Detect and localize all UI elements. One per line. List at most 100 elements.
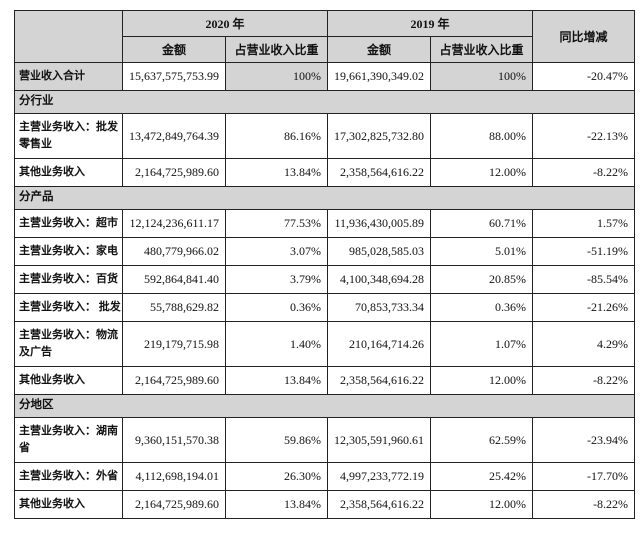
table-row: 其他业务收入 2,164,725,989.60 13.84% 2,358,564,61… xyxy=(14,366,636,395)
yoy-cell: -51.19% xyxy=(532,237,636,266)
col-header-ratio-2019: 占营业收入比重 xyxy=(430,36,534,63)
ratio-2019-cell: 12.00% xyxy=(430,158,534,187)
table-row: 主营业务收入：外省 4,112,698,194.01 26.30% 4,997,233… xyxy=(14,462,636,491)
table-row: 主营业务收入：物流及广告 219,179,715.98 1.40% 210,164,7… xyxy=(14,321,636,367)
row-label-cell: 营业收入合计 xyxy=(14,62,123,91)
amount-2019-cell: 12,305,591,960.61 xyxy=(327,417,432,463)
amount-2019-cell: 17,302,825,732.80 xyxy=(327,113,432,159)
section-label: 分行业 xyxy=(13,90,636,114)
ratio-2020-cell: 77.53% xyxy=(224,209,329,238)
yoy-cell: -21.26% xyxy=(532,293,636,322)
amount-2020-cell: 2,164,725,989.60 xyxy=(122,366,226,395)
ratio-2020-cell: 3.79% xyxy=(224,265,329,294)
amount-2020-cell: 15,637,575,753.99 xyxy=(122,62,226,91)
row-label-cell: 主营业务收入： 批发 xyxy=(14,293,123,322)
yoy-cell: -8.22% xyxy=(532,158,636,187)
col-header-yoy: 同比增减 xyxy=(532,10,636,63)
amount-2019-cell: 11,936,430,005.89 xyxy=(327,209,432,238)
amount-2020-cell: 4,112,698,194.01 xyxy=(122,462,226,491)
yoy-cell: -8.22% xyxy=(532,366,636,395)
row-label-cell: 主营业务收入：物流及广告 xyxy=(14,321,123,367)
table-row: 营业收入合计 15,637,575,753.99 100% 19,661,390,34… xyxy=(14,62,636,91)
ratio-2020-cell: 26.30% xyxy=(224,462,329,491)
ratio-2020-cell: 3.07% xyxy=(224,237,329,266)
table-row: 其他业务收入 2,164,725,989.60 13.84% 2,358,564,61… xyxy=(14,490,636,519)
yoy-cell: -22.13% xyxy=(532,113,636,159)
revenue-breakdown-table: 2020 年 2019 年 同比增减 金额 占营业收入比重 金额 占营业收入比重… xyxy=(13,10,636,519)
section-row: 分地区 xyxy=(13,394,636,418)
amount-2020-cell: 12,124,236,611.17 xyxy=(122,209,226,238)
col-header-2020: 2020 年 xyxy=(121,10,329,37)
section-label: 分地区 xyxy=(13,394,636,418)
ratio-2019-cell: 60.71% xyxy=(430,209,534,238)
table-row: 主营业务收入：超市 12,124,236,611.17 77.53% 11,936,4… xyxy=(14,209,636,238)
amount-2020-cell: 2,164,725,989.60 xyxy=(122,490,226,519)
ratio-2019-cell: 25.42% xyxy=(430,462,534,491)
report-page: 2020 年 2019 年 同比增减 金额 占营业收入比重 金额 占营业收入比重… xyxy=(13,10,636,519)
row-label-cell: 主营业务收入：湖南省 xyxy=(14,417,123,463)
ratio-2020-cell: 1.40% xyxy=(224,321,329,367)
row-label-cell: 其他业务收入 xyxy=(14,158,123,187)
amount-2020-cell: 9,360,151,570.38 xyxy=(122,417,226,463)
amount-2019-cell: 2,358,564,616.22 xyxy=(327,490,432,519)
amount-2019-cell: 4,100,348,694.28 xyxy=(327,265,432,294)
amount-2020-cell: 2,164,725,989.60 xyxy=(122,158,226,187)
amount-2020-cell: 55,788,629.82 xyxy=(122,293,226,322)
ratio-2020-cell: 13.84% xyxy=(224,366,329,395)
table-header: 2020 年 2019 年 同比增减 金额 占营业收入比重 金额 占营业收入比重 xyxy=(14,10,636,63)
amount-2019-cell: 2,358,564,616.22 xyxy=(327,158,432,187)
table-row: 主营业务收入：家电 480,779,966.02 3.07% 985,028,585.… xyxy=(14,237,636,266)
amount-2020-cell: 592,864,841.40 xyxy=(122,265,226,294)
ratio-2020-cell: 13.84% xyxy=(224,490,329,519)
amount-2019-cell: 2,358,564,616.22 xyxy=(327,366,432,395)
amount-2019-cell: 210,164,714.26 xyxy=(327,321,432,367)
amount-2019-cell: 70,853,733.34 xyxy=(327,293,432,322)
yoy-cell: -23.94% xyxy=(532,417,636,463)
ratio-2020-cell: 13.84% xyxy=(224,158,329,187)
yoy-cell: -20.47% xyxy=(532,62,636,91)
ratio-2019-cell: 5.01% xyxy=(430,237,534,266)
ratio-2019-cell: 100% xyxy=(430,62,534,91)
ratio-2019-cell: 12.00% xyxy=(430,490,534,519)
ratio-2019-cell: 1.07% xyxy=(430,321,534,367)
amount-2019-cell: 19,661,390,349.02 xyxy=(327,62,432,91)
table-row: 主营业务收入： 批发 55,788,629.82 0.36% 70,853,733.3… xyxy=(14,293,636,322)
ratio-2020-cell: 86.16% xyxy=(224,113,329,159)
row-label-cell: 主营业务收入：超市 xyxy=(14,209,123,238)
col-header-2019: 2019 年 xyxy=(327,10,534,37)
table-row: 其他业务收入 2,164,725,989.60 13.84% 2,358,564,61… xyxy=(14,158,636,187)
row-label-cell: 主营业务收入：批发零售业 xyxy=(14,113,123,159)
yoy-cell: -8.22% xyxy=(532,490,636,519)
ratio-2019-cell: 12.00% xyxy=(430,366,534,395)
ratio-2020-cell: 59.86% xyxy=(224,417,329,463)
table-row: 主营业务收入：批发零售业 13,472,849,764.39 86.16% 17,30… xyxy=(14,113,636,159)
row-label-cell: 主营业务收入：外省 xyxy=(14,462,123,491)
section-label: 分产品 xyxy=(13,186,636,210)
row-label-cell: 其他业务收入 xyxy=(14,490,123,519)
yoy-cell: 4.29% xyxy=(532,321,636,367)
row-label-cell: 主营业务收入：百货 xyxy=(14,265,123,294)
section-row: 分行业 xyxy=(13,90,636,114)
yoy-cell: 1.57% xyxy=(532,209,636,238)
header-row-years: 2020 年 2019 年 同比增减 xyxy=(14,10,636,63)
ratio-2019-cell: 88.00% xyxy=(430,113,534,159)
yoy-cell: -17.70% xyxy=(532,462,636,491)
ratio-2020-cell: 0.36% xyxy=(224,293,329,322)
table-row: 主营业务收入：湖南省 9,360,151,570.38 59.86% 12,305,5… xyxy=(14,417,636,463)
section-row: 分产品 xyxy=(13,186,636,210)
yoy-cell: -85.54% xyxy=(532,265,636,294)
corner-cell xyxy=(14,10,123,63)
amount-2020-cell: 480,779,966.02 xyxy=(122,237,226,266)
header-row-subcolumns: 金额 占营业收入比重 金额 占营业收入比重 xyxy=(15,36,635,63)
table-body: 营业收入合计 15,637,575,753.99 100% 19,661,390,34… xyxy=(13,62,636,519)
row-label-cell: 其他业务收入 xyxy=(14,366,123,395)
ratio-2020-cell: 100% xyxy=(224,62,329,91)
amount-2020-cell: 13,472,849,764.39 xyxy=(122,113,226,159)
table-row: 主营业务收入：百货 592,864,841.40 3.79% 4,100,348,69… xyxy=(14,265,636,294)
ratio-2019-cell: 20.85% xyxy=(430,265,534,294)
col-header-amount-2019: 金额 xyxy=(327,36,432,63)
amount-2019-cell: 985,028,585.03 xyxy=(327,237,432,266)
col-header-amount-2020: 金额 xyxy=(122,36,226,63)
col-header-ratio-2020: 占营业收入比重 xyxy=(224,36,329,63)
ratio-2019-cell: 0.36% xyxy=(430,293,534,322)
